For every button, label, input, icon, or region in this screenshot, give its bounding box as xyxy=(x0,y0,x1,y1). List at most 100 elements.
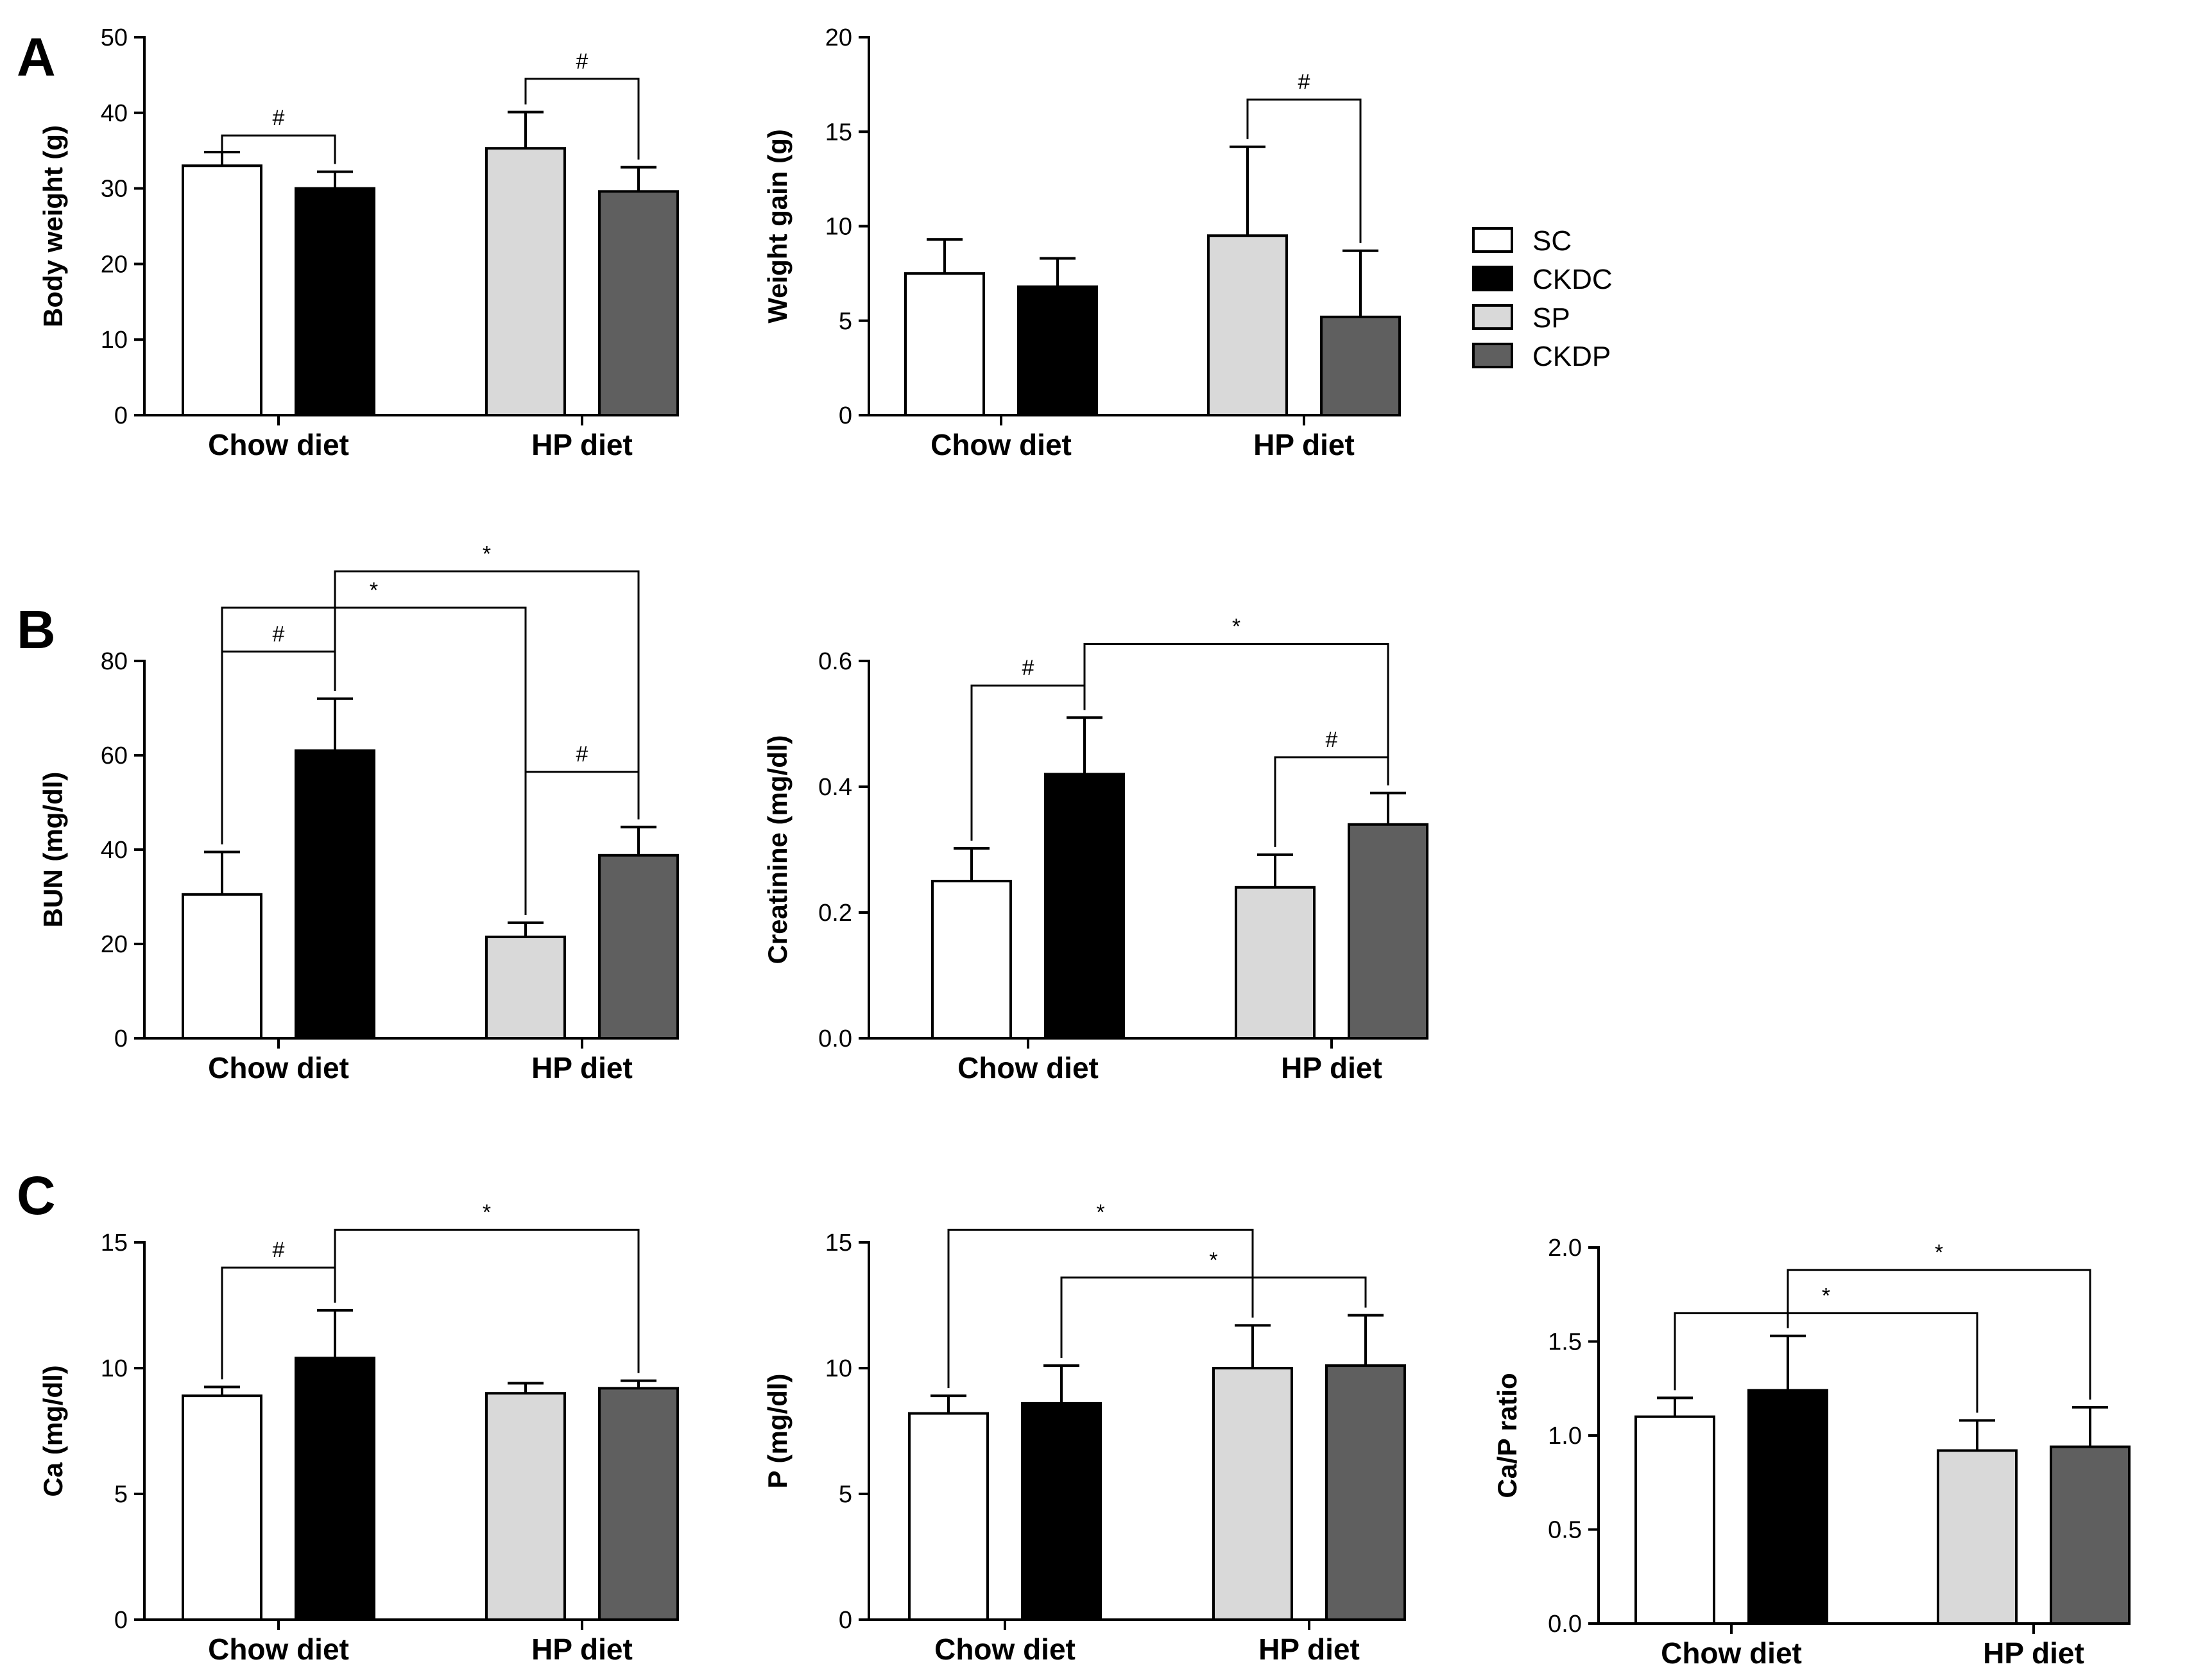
y-tick-label: 15 xyxy=(825,1230,852,1256)
y-axis-title: Ca/P ratio xyxy=(1492,1373,1522,1498)
y-axis-title: BUN (mg/dl) xyxy=(38,772,68,928)
bar-sc xyxy=(908,1412,989,1622)
y-tick-label: 0.0 xyxy=(818,1025,852,1052)
bar-sp xyxy=(1937,1449,2018,1625)
significance-bracket xyxy=(1274,756,1389,847)
y-tick-label: 10 xyxy=(825,214,852,241)
panel-letter: B xyxy=(17,599,56,660)
y-axis-title: Creatinine (mg/dl) xyxy=(762,735,793,964)
x-category-label: HP diet xyxy=(531,1051,633,1084)
significance-label: # xyxy=(1326,728,1338,752)
legend-label-sp: SP xyxy=(1532,302,1570,334)
x-category-label: HP diet xyxy=(1258,1633,1360,1666)
x-category-label: Chow diet xyxy=(208,1051,349,1084)
y-tick-label: 1.5 xyxy=(1548,1329,1582,1356)
bar-ckdc xyxy=(295,1357,375,1622)
significance-bracket xyxy=(1060,1276,1367,1359)
chart-panel-4: 0.0 0.2 0.4 0.6 Chow diet HP diet Creatinine (… xyxy=(762,615,1428,1084)
significance-label: * xyxy=(483,542,491,566)
y-tick-label: 0 xyxy=(839,1607,852,1634)
y-tick-label: 5 xyxy=(839,1481,852,1508)
bar-sc xyxy=(904,272,985,416)
bar-ckdp xyxy=(1348,823,1428,1040)
bar-sp xyxy=(1235,886,1316,1040)
y-tick-label: 0.5 xyxy=(1548,1517,1582,1544)
y-tick-label: 10 xyxy=(825,1355,852,1382)
chart-panel-1: A 0 10 20 30 40 50 Chow diet HP diet Body weight … xyxy=(17,24,679,461)
y-tick-label: 15 xyxy=(101,1230,128,1256)
significance-bracket xyxy=(947,1228,1254,1389)
y-tick-label: 80 xyxy=(101,648,128,675)
chart-panel-6: 0 5 10 15 Chow diet HP diet P (mg/dl) * * xyxy=(762,1200,1406,1666)
x-category-label: Chow diet xyxy=(934,1633,1076,1666)
legend-label-sc: SC xyxy=(1532,225,1572,257)
y-axis-title: Body weight (g) xyxy=(38,125,68,327)
significance-label: # xyxy=(273,106,285,130)
significance-label: * xyxy=(1935,1240,1943,1265)
significance-label: # xyxy=(576,49,588,74)
bar-sc xyxy=(182,893,262,1040)
significance-bracket xyxy=(1246,98,1362,243)
bar-sc xyxy=(182,1394,262,1622)
significance-label: # xyxy=(1022,656,1034,680)
significance-bracket xyxy=(221,606,527,915)
bar-ckdp xyxy=(598,1387,679,1622)
bar-ckdc xyxy=(295,749,375,1040)
bar-sp xyxy=(485,935,566,1040)
significance-label: # xyxy=(1298,70,1310,94)
significance-bracket xyxy=(221,134,336,164)
y-tick-label: 0.4 xyxy=(818,774,852,801)
bar-sp xyxy=(485,1392,566,1621)
legend-swatch-ckdp xyxy=(1472,343,1513,368)
y-tick-label: 0 xyxy=(114,1607,128,1634)
chart-panel-3: B 0 20 40 60 80 Chow diet HP diet BUN (mg/dl) # * *… xyxy=(17,542,679,1084)
y-tick-label: 40 xyxy=(101,100,128,127)
y-tick-label: 50 xyxy=(101,24,128,51)
significance-bracket xyxy=(1787,1269,2091,1400)
x-category-label: Chow diet xyxy=(957,1051,1099,1084)
bar-sp xyxy=(1212,1367,1293,1621)
x-category-label: HP diet xyxy=(1253,428,1355,461)
significance-label: * xyxy=(1822,1284,1830,1308)
significance-bracket xyxy=(524,771,640,915)
y-axis-title: Ca (mg/dl) xyxy=(38,1365,68,1496)
y-tick-label: 10 xyxy=(101,1355,128,1382)
significance-label: * xyxy=(1096,1200,1104,1224)
y-tick-label: 0 xyxy=(114,1025,128,1052)
y-tick-label: 0.2 xyxy=(818,900,852,927)
legend-label-ckdc: CKDC xyxy=(1532,264,1613,295)
bar-ckdc xyxy=(295,187,375,416)
bar-ckdc xyxy=(1044,773,1125,1040)
significance-bracket xyxy=(1674,1312,1978,1413)
bar-ckdc xyxy=(1747,1389,1828,1625)
significance-label: * xyxy=(1209,1248,1217,1273)
y-axis-title: Weight gain (g) xyxy=(762,129,793,323)
y-tick-label: 0.0 xyxy=(1548,1611,1582,1638)
x-category-label: Chow diet xyxy=(208,1633,349,1666)
significance-bracket xyxy=(1083,643,1389,785)
significance-bracket xyxy=(334,570,640,819)
bar-sp xyxy=(485,147,566,417)
x-category-label: HP diet xyxy=(1281,1051,1382,1084)
legend: SC CKDC SP CKDP xyxy=(1472,225,1613,372)
bar-ckdp xyxy=(1320,315,1401,416)
y-tick-label: 20 xyxy=(101,251,128,278)
y-tick-label: 40 xyxy=(101,837,128,864)
y-tick-label: 0 xyxy=(839,402,852,429)
bar-sc xyxy=(1634,1415,1715,1625)
significance-label: # xyxy=(273,1238,285,1262)
x-category-label: Chow diet xyxy=(1661,1636,1802,1670)
legend-swatch-sc xyxy=(1472,227,1513,253)
y-tick-label: 15 xyxy=(825,119,852,146)
y-tick-label: 0.6 xyxy=(818,648,852,675)
chart-panel-5: C 0 5 10 15 Chow diet HP diet Ca (mg/dl) # * xyxy=(17,1165,679,1666)
significance-label: * xyxy=(370,578,378,603)
y-tick-label: 5 xyxy=(114,1481,128,1508)
significance-bracket xyxy=(524,78,640,160)
bar-sc xyxy=(931,880,1012,1040)
panel-letter: A xyxy=(17,27,56,87)
y-tick-label: 30 xyxy=(101,176,128,203)
y-axis-title: P (mg/dl) xyxy=(762,1374,793,1489)
significance-label: # xyxy=(273,622,285,646)
